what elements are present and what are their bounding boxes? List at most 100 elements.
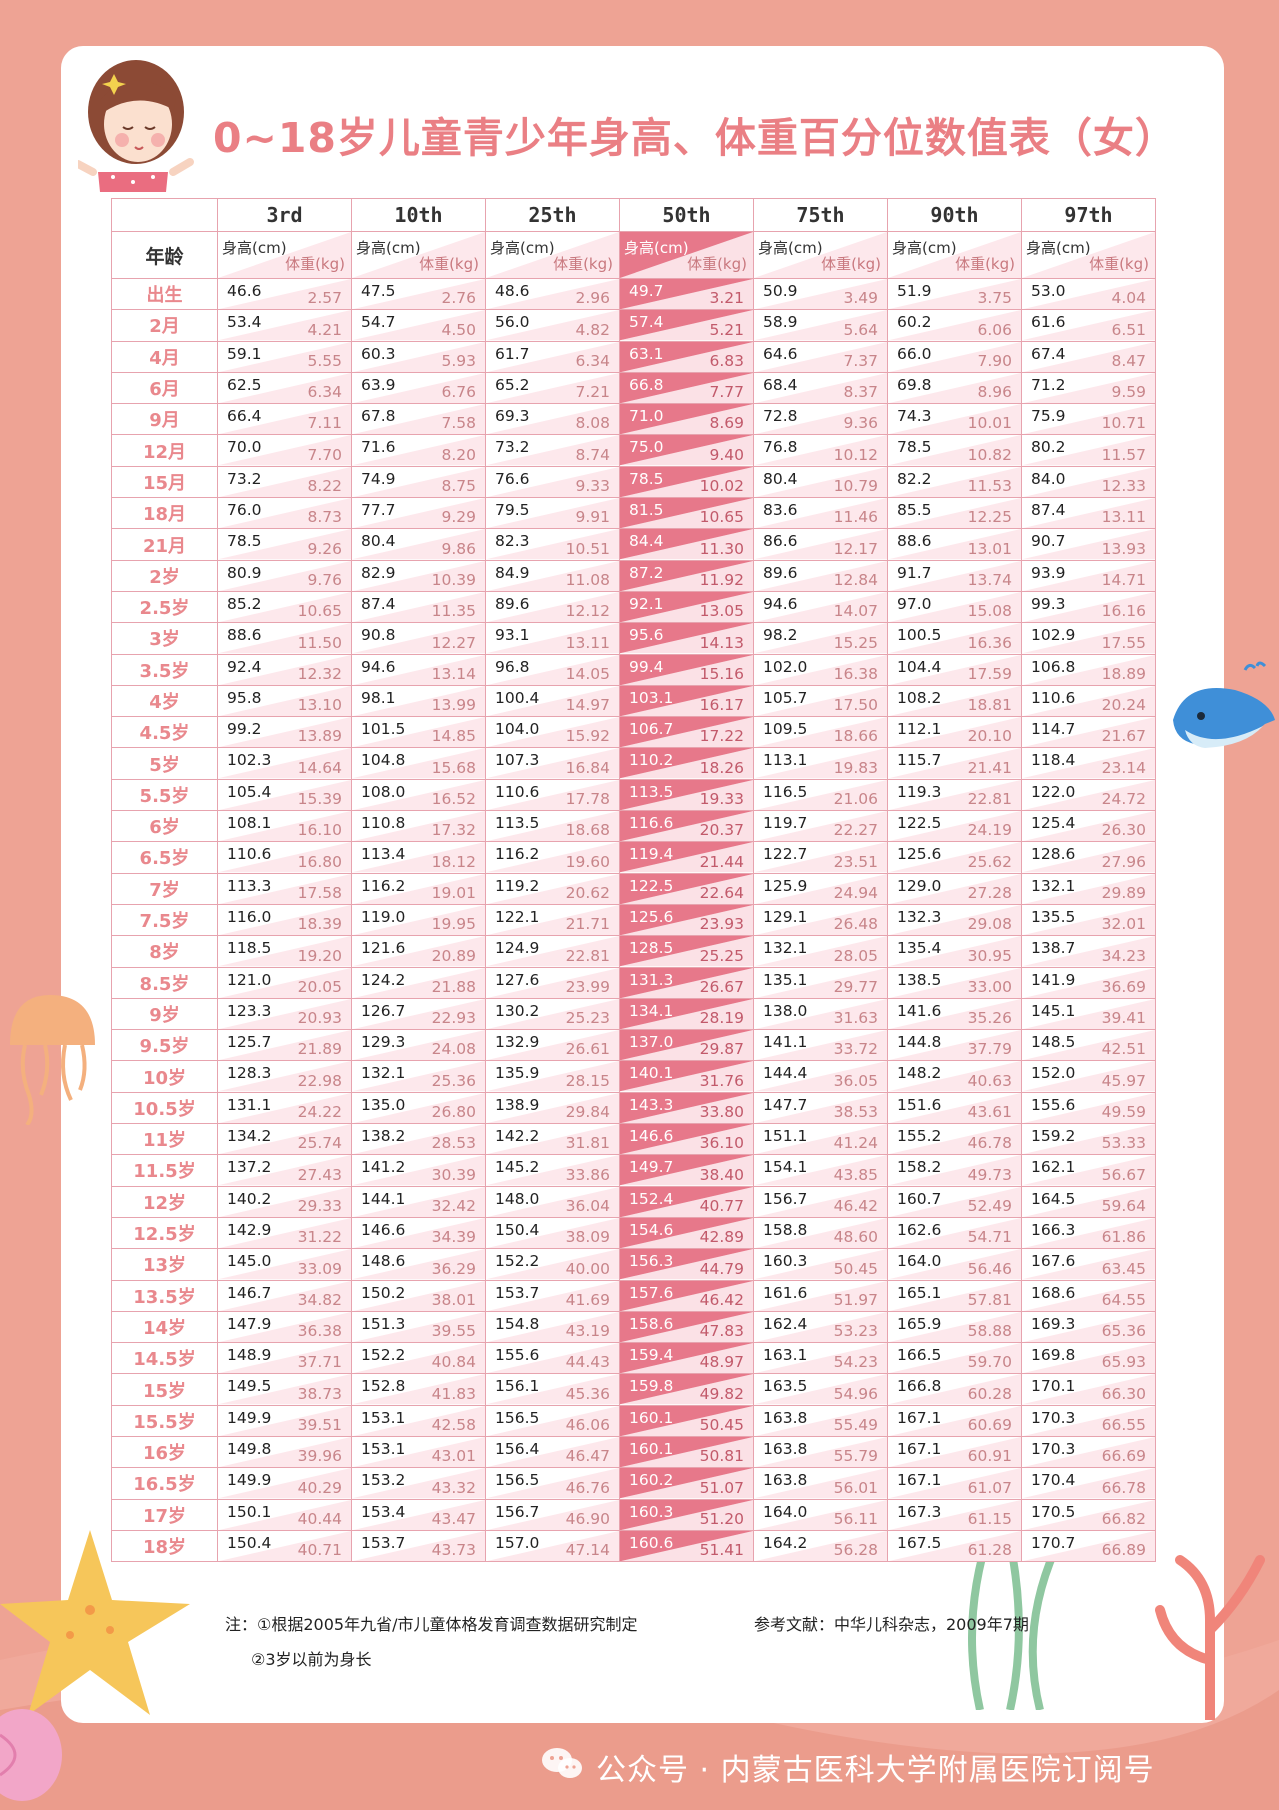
age-cell: 3.5岁 (111, 653, 218, 686)
cell-wedge (1022, 561, 1155, 591)
highlight-wedge (620, 655, 753, 685)
weight-value: 7.37 (843, 351, 878, 370)
height-value: 115.7 (897, 751, 942, 770)
weight-value: 9.40 (709, 445, 744, 464)
cell-wedge (352, 592, 485, 622)
weight-value: 46.78 (967, 1134, 1012, 1153)
value-cell: 92.4 12.32 (217, 653, 352, 686)
height-value: 86.6 (763, 532, 798, 551)
value-cell: 152.4 40.77 (619, 1185, 754, 1218)
value-cell: 100.5 16.36 (887, 622, 1022, 655)
highlight-wedge (620, 1030, 753, 1060)
cell-wedge (1022, 1500, 1155, 1530)
cell-wedge (352, 232, 485, 278)
value-cell: 169.3 65.36 (1021, 1310, 1156, 1344)
weight-value: 46.76 (565, 1478, 610, 1497)
cell-wedge (486, 1437, 619, 1467)
height-value: 141.9 (1031, 970, 1076, 989)
weight-value: 22.27 (833, 821, 878, 840)
height-value: 90.8 (361, 626, 396, 645)
weight-value: 15.68 (431, 758, 476, 777)
value-cell: 110.2 18.26 (619, 747, 754, 780)
age-cell: 21月 (111, 528, 218, 561)
weight-value: 13.93 (1101, 539, 1146, 558)
height-value: 49.7 (629, 282, 664, 300)
cell-wedge (888, 232, 1021, 278)
cell-wedge (218, 1218, 351, 1248)
weight-value: 46.90 (565, 1509, 610, 1528)
value-cell: 147.9 36.38 (217, 1310, 352, 1344)
weight-value: 66.55 (1101, 1415, 1146, 1434)
cell-wedge (1022, 1343, 1155, 1373)
cell-wedge (352, 1093, 485, 1123)
height-value: 84.4 (629, 532, 664, 551)
cell-wedge (486, 1061, 619, 1092)
height-value: 162.6 (897, 1220, 942, 1239)
weight-value: 33.00 (967, 977, 1012, 996)
value-cell: 122.5 24.19 (887, 810, 1022, 843)
height-value: 116.2 (495, 845, 540, 864)
weight-unit-label: 体重(kg) (553, 255, 613, 273)
weight-value: 5.64 (843, 320, 878, 339)
height-value: 122.5 (897, 814, 942, 833)
height-value: 108.2 (897, 688, 942, 707)
value-cell: 67.8 7.58 (351, 403, 486, 436)
value-cell: 46.6 2.57 (217, 277, 352, 311)
height-value: 150.2 (361, 1283, 406, 1302)
height-value: 170.3 (1031, 1439, 1076, 1458)
weight-value: 3.75 (977, 289, 1012, 308)
cell-wedge (888, 936, 1021, 967)
value-cell: 146.6 34.39 (351, 1216, 486, 1250)
value-cell: 131.1 24.22 (217, 1091, 352, 1125)
value-cell: 157.6 46.42 (619, 1279, 754, 1312)
value-cell: 153.1 42.58 (351, 1404, 486, 1437)
cell-wedge (754, 498, 887, 528)
age-cell: 5.5岁 (111, 778, 218, 812)
unit-header-cell: 身高(cm) 体重(kg) (887, 231, 1022, 279)
value-cell: 75.0 9.40 (619, 434, 754, 467)
height-value: 156.4 (495, 1439, 540, 1458)
height-value: 147.7 (763, 1095, 808, 1114)
age-cell: 7.5岁 (111, 903, 218, 937)
cell-wedge (486, 748, 619, 779)
height-value: 142.2 (495, 1127, 540, 1146)
height-value: 116.0 (227, 907, 272, 926)
cell-wedge (486, 1030, 619, 1060)
cell-wedge (754, 842, 887, 873)
age-cell: 12月 (111, 434, 218, 467)
height-value: 103.1 (629, 688, 674, 707)
value-cell: 138.0 31.63 (753, 997, 888, 1031)
weight-value: 59.64 (1101, 1196, 1146, 1215)
height-value: 73.2 (495, 438, 530, 457)
value-cell: 160.1 50.45 (619, 1404, 754, 1437)
header-corner-cell (111, 198, 218, 232)
value-cell: 103.1 16.17 (619, 684, 754, 718)
cell-wedge (754, 1406, 887, 1436)
age-cell: 9岁 (111, 997, 218, 1031)
cell-wedge (1022, 1312, 1155, 1342)
value-cell: 132.9 26.61 (485, 1029, 620, 1062)
age-cell: 6岁 (111, 810, 218, 843)
value-cell: 57.4 5.21 (619, 309, 754, 342)
weight-value: 56.46 (967, 1259, 1012, 1278)
cell-wedge (888, 529, 1021, 560)
height-value: 105.7 (763, 688, 808, 707)
cell-wedge (218, 435, 351, 466)
percentile-table: 3rd 10th 25th 50th 75th 90th 97th 年龄 身高(… (111, 198, 1156, 1563)
cell-wedge (218, 1281, 351, 1311)
unit-header-cell: 身高(cm) 体重(kg) (351, 231, 486, 279)
highlight-wedge (620, 780, 753, 810)
value-cell: 98.2 15.25 (753, 622, 888, 655)
value-cell: 152.0 45.97 (1021, 1060, 1156, 1093)
value-cell: 160.3 50.45 (753, 1248, 888, 1281)
height-value: 167.5 (897, 1533, 942, 1552)
table-row: 9月 66.4 7.11 67.8 7.58 69.3 8.08 71.0 8.69 72.8 9.… (111, 403, 1156, 436)
value-cell: 158.8 48.60 (753, 1216, 888, 1250)
weight-value: 11.50 (297, 633, 342, 652)
weight-value: 6.06 (977, 320, 1012, 339)
value-cell: 75.9 10.71 (1021, 403, 1156, 436)
value-cell: 110.8 17.32 (351, 810, 486, 843)
weight-value: 24.72 (1101, 790, 1146, 809)
cell-wedge (754, 905, 887, 935)
value-cell: 148.9 37.71 (217, 1342, 352, 1375)
